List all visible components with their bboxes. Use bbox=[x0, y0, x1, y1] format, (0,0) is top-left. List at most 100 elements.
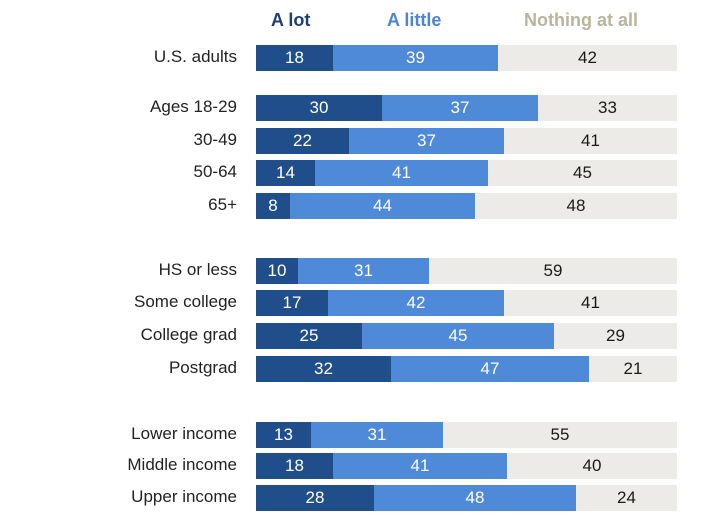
data-label: 22 bbox=[293, 131, 312, 150]
bar-segment-nothing: 29 bbox=[554, 323, 677, 349]
bar-segment-nothing: 48 bbox=[475, 193, 677, 219]
data-label: 55 bbox=[550, 425, 570, 444]
bar-row: 14 41 45 bbox=[256, 160, 677, 186]
data-label: 41 bbox=[581, 131, 600, 150]
bar-segment-alot: 17 bbox=[256, 290, 328, 316]
data-label: 48 bbox=[465, 488, 485, 507]
bar-segment-nothing: 41 bbox=[504, 290, 677, 316]
bar-segment-alittle: 42 bbox=[328, 290, 504, 316]
data-label: 28 bbox=[305, 488, 325, 507]
data-label: 13 bbox=[274, 425, 293, 444]
bar-segment-nothing: 42 bbox=[498, 45, 677, 71]
legend-item-a-little: A little bbox=[387, 10, 442, 30]
data-label: 40 bbox=[582, 456, 602, 475]
bar-segment-alot: 32 bbox=[256, 356, 391, 382]
bar-segment-nothing: 24 bbox=[576, 485, 677, 511]
row-label: Lower income bbox=[131, 424, 237, 443]
data-label: 21 bbox=[623, 359, 643, 378]
bar-segment-alot: 18 bbox=[256, 453, 333, 479]
bar-segment-alot: 14 bbox=[256, 160, 315, 186]
row-label: Some college bbox=[133, 292, 237, 311]
data-label: 45 bbox=[573, 163, 592, 182]
bar-segment-alot: 18 bbox=[256, 45, 333, 71]
data-label: 30 bbox=[309, 98, 329, 117]
data-label: 31 bbox=[367, 425, 387, 444]
data-label: 25 bbox=[299, 326, 319, 345]
bar-segment-nothing: 40 bbox=[507, 453, 677, 479]
data-label: 17 bbox=[282, 293, 302, 312]
row-label: HS or less bbox=[158, 260, 237, 279]
data-label: 45 bbox=[448, 326, 468, 345]
bar-row: 22 37 41 bbox=[256, 128, 677, 154]
data-label: 44 bbox=[373, 196, 392, 215]
bar-segment-alittle: 44 bbox=[290, 193, 475, 219]
data-label: 18 bbox=[285, 456, 304, 475]
bar-segment-alot: 30 bbox=[256, 95, 382, 121]
data-label: 31 bbox=[354, 261, 373, 280]
bar-row: 10 31 59 bbox=[256, 258, 677, 284]
bar-row: 8 44 48 bbox=[256, 193, 677, 219]
data-label: 41 bbox=[392, 163, 411, 182]
bar-row: 25 45 29 bbox=[256, 323, 677, 349]
bar-segment-alittle: 31 bbox=[298, 258, 429, 284]
data-label: 29 bbox=[606, 326, 625, 345]
bar-segment-nothing: 59 bbox=[429, 258, 677, 284]
bar-segment-alot: 25 bbox=[256, 323, 362, 349]
data-label: 37 bbox=[417, 131, 436, 150]
data-label: 42 bbox=[578, 48, 597, 67]
bar-row: 13 31 55 bbox=[256, 422, 677, 448]
bar-row: 17 42 41 bbox=[256, 290, 677, 316]
bar-segment-alittle: 45 bbox=[362, 323, 554, 349]
row-label: 30-49 bbox=[193, 130, 237, 149]
bar-segment-nothing: 45 bbox=[488, 160, 677, 186]
data-label: 47 bbox=[480, 359, 500, 378]
row-label: 65+ bbox=[208, 195, 237, 214]
data-label: 32 bbox=[314, 359, 333, 378]
data-label: 42 bbox=[406, 293, 426, 312]
bar-row: 28 48 24 bbox=[256, 485, 677, 511]
data-label: 14 bbox=[276, 163, 295, 182]
data-label: 41 bbox=[410, 456, 430, 475]
data-label: 10 bbox=[267, 261, 287, 280]
bar-segment-alittle: 47 bbox=[391, 356, 589, 382]
bar-row: 18 41 40 bbox=[256, 453, 677, 479]
row-label: 50-64 bbox=[193, 162, 237, 181]
bar-segment-alittle: 41 bbox=[333, 453, 507, 479]
bar-row: 18 39 42 bbox=[256, 45, 677, 71]
bar-segment-alot: 28 bbox=[256, 485, 374, 511]
data-label: 18 bbox=[285, 48, 304, 67]
row-label: Postgrad bbox=[168, 358, 237, 377]
data-label: 41 bbox=[581, 293, 600, 312]
bar-segment-alittle: 41 bbox=[315, 160, 488, 186]
data-label: 37 bbox=[450, 98, 470, 117]
bar-segment-nothing: 21 bbox=[589, 356, 677, 382]
data-label: 33 bbox=[598, 98, 617, 117]
bar-segment-alittle: 37 bbox=[382, 95, 538, 121]
data-label: 24 bbox=[617, 488, 636, 507]
bar-segment-alittle: 39 bbox=[333, 45, 498, 71]
bar-row: 32 47 21 bbox=[256, 356, 677, 382]
row-label: Upper income bbox=[131, 487, 237, 506]
bar-segment-nothing: 33 bbox=[538, 95, 677, 121]
legend-item-a-lot: A lot bbox=[271, 10, 311, 30]
bar-segment-alot: 10 bbox=[256, 258, 298, 284]
bar-segment-alittle: 31 bbox=[311, 422, 443, 448]
data-label: 48 bbox=[566, 196, 586, 215]
bar-segment-alot: 13 bbox=[256, 422, 311, 448]
row-label: Middle income bbox=[127, 455, 237, 474]
data-label: 39 bbox=[406, 48, 425, 67]
bar-segment-nothing: 41 bbox=[504, 128, 677, 154]
bar-segment-alot: 8 bbox=[256, 193, 290, 219]
row-label: Ages 18-29 bbox=[150, 97, 237, 116]
row-label: U.S. adults bbox=[153, 47, 237, 66]
bar-segment-alot: 22 bbox=[256, 128, 349, 154]
data-label: 8 bbox=[268, 196, 278, 215]
data-label: 59 bbox=[543, 261, 563, 280]
bar-segment-alittle: 37 bbox=[349, 128, 504, 154]
row-label: College grad bbox=[140, 325, 237, 344]
bar-segment-nothing: 55 bbox=[443, 422, 677, 448]
bar-row: 30 37 33 bbox=[256, 95, 677, 121]
legend-item-nothing-at-all: Nothing at all bbox=[524, 10, 638, 30]
bar-segment-alittle: 48 bbox=[374, 485, 576, 511]
